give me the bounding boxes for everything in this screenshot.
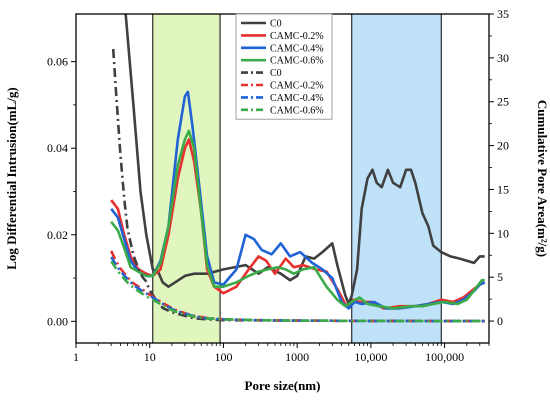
y-right-axis-title: Cumulative Pore Area(m²/g)	[535, 100, 550, 257]
legend-label: CAMC-0.6%	[270, 56, 324, 67]
legend-label: CAMC-0.2%	[270, 81, 324, 92]
legend-label: CAMC-0.4%	[270, 93, 324, 104]
y-right-tick-label: 20	[497, 139, 509, 153]
legend-label: CAMC-0.2%	[270, 31, 324, 42]
y-right-tick-label: 0	[497, 314, 503, 328]
series-line-camc-0-6--left	[110, 129, 485, 310]
legend-label: CAMC-0.6%	[270, 105, 324, 116]
x-tick-label: 100,000	[425, 350, 464, 364]
series-layer	[110, 14, 486, 323]
y-left-tick-label: 0.02	[47, 228, 68, 242]
shaded-region-2	[351, 14, 442, 343]
y-left-tick-label: 0.04	[47, 141, 68, 155]
legend-label: C0	[270, 68, 282, 79]
x-tick-label: 10,000	[354, 350, 387, 364]
legend-box	[235, 13, 333, 120]
y-right-tick-label: 10	[497, 226, 509, 240]
x-tick-label: 10	[144, 350, 156, 364]
y-right-tick-label: 15	[497, 182, 509, 196]
legend: C0CAMC-0.2%CAMC-0.4%CAMC-0.6%C0CAMC-0.2%…	[235, 13, 333, 120]
series-line-camc-0-6--right	[110, 260, 485, 323]
y-left-axis-title: Log Differential Intrusion(mL/g)	[4, 87, 19, 269]
y-right-tick-label: 30	[497, 51, 509, 65]
shaded-region-1	[152, 14, 221, 343]
legend-label: CAMC-0.4%	[270, 43, 324, 54]
series-line-c0-left	[124, 14, 485, 306]
y-right-tick-label: 5	[497, 270, 503, 284]
y-right-tick-label: 35	[497, 7, 509, 21]
y-left-tick-label: 0.00	[47, 314, 68, 328]
legend-label: C0	[270, 19, 282, 30]
y-left-tick-label: 0.06	[47, 55, 68, 69]
x-tick-label: 1000	[285, 350, 309, 364]
x-tick-label: 1	[73, 350, 79, 364]
y-right-tick-label: 25	[497, 95, 509, 109]
x-axis-title: Pore size(nm)	[245, 378, 321, 393]
x-tick-label: 100	[214, 350, 232, 364]
